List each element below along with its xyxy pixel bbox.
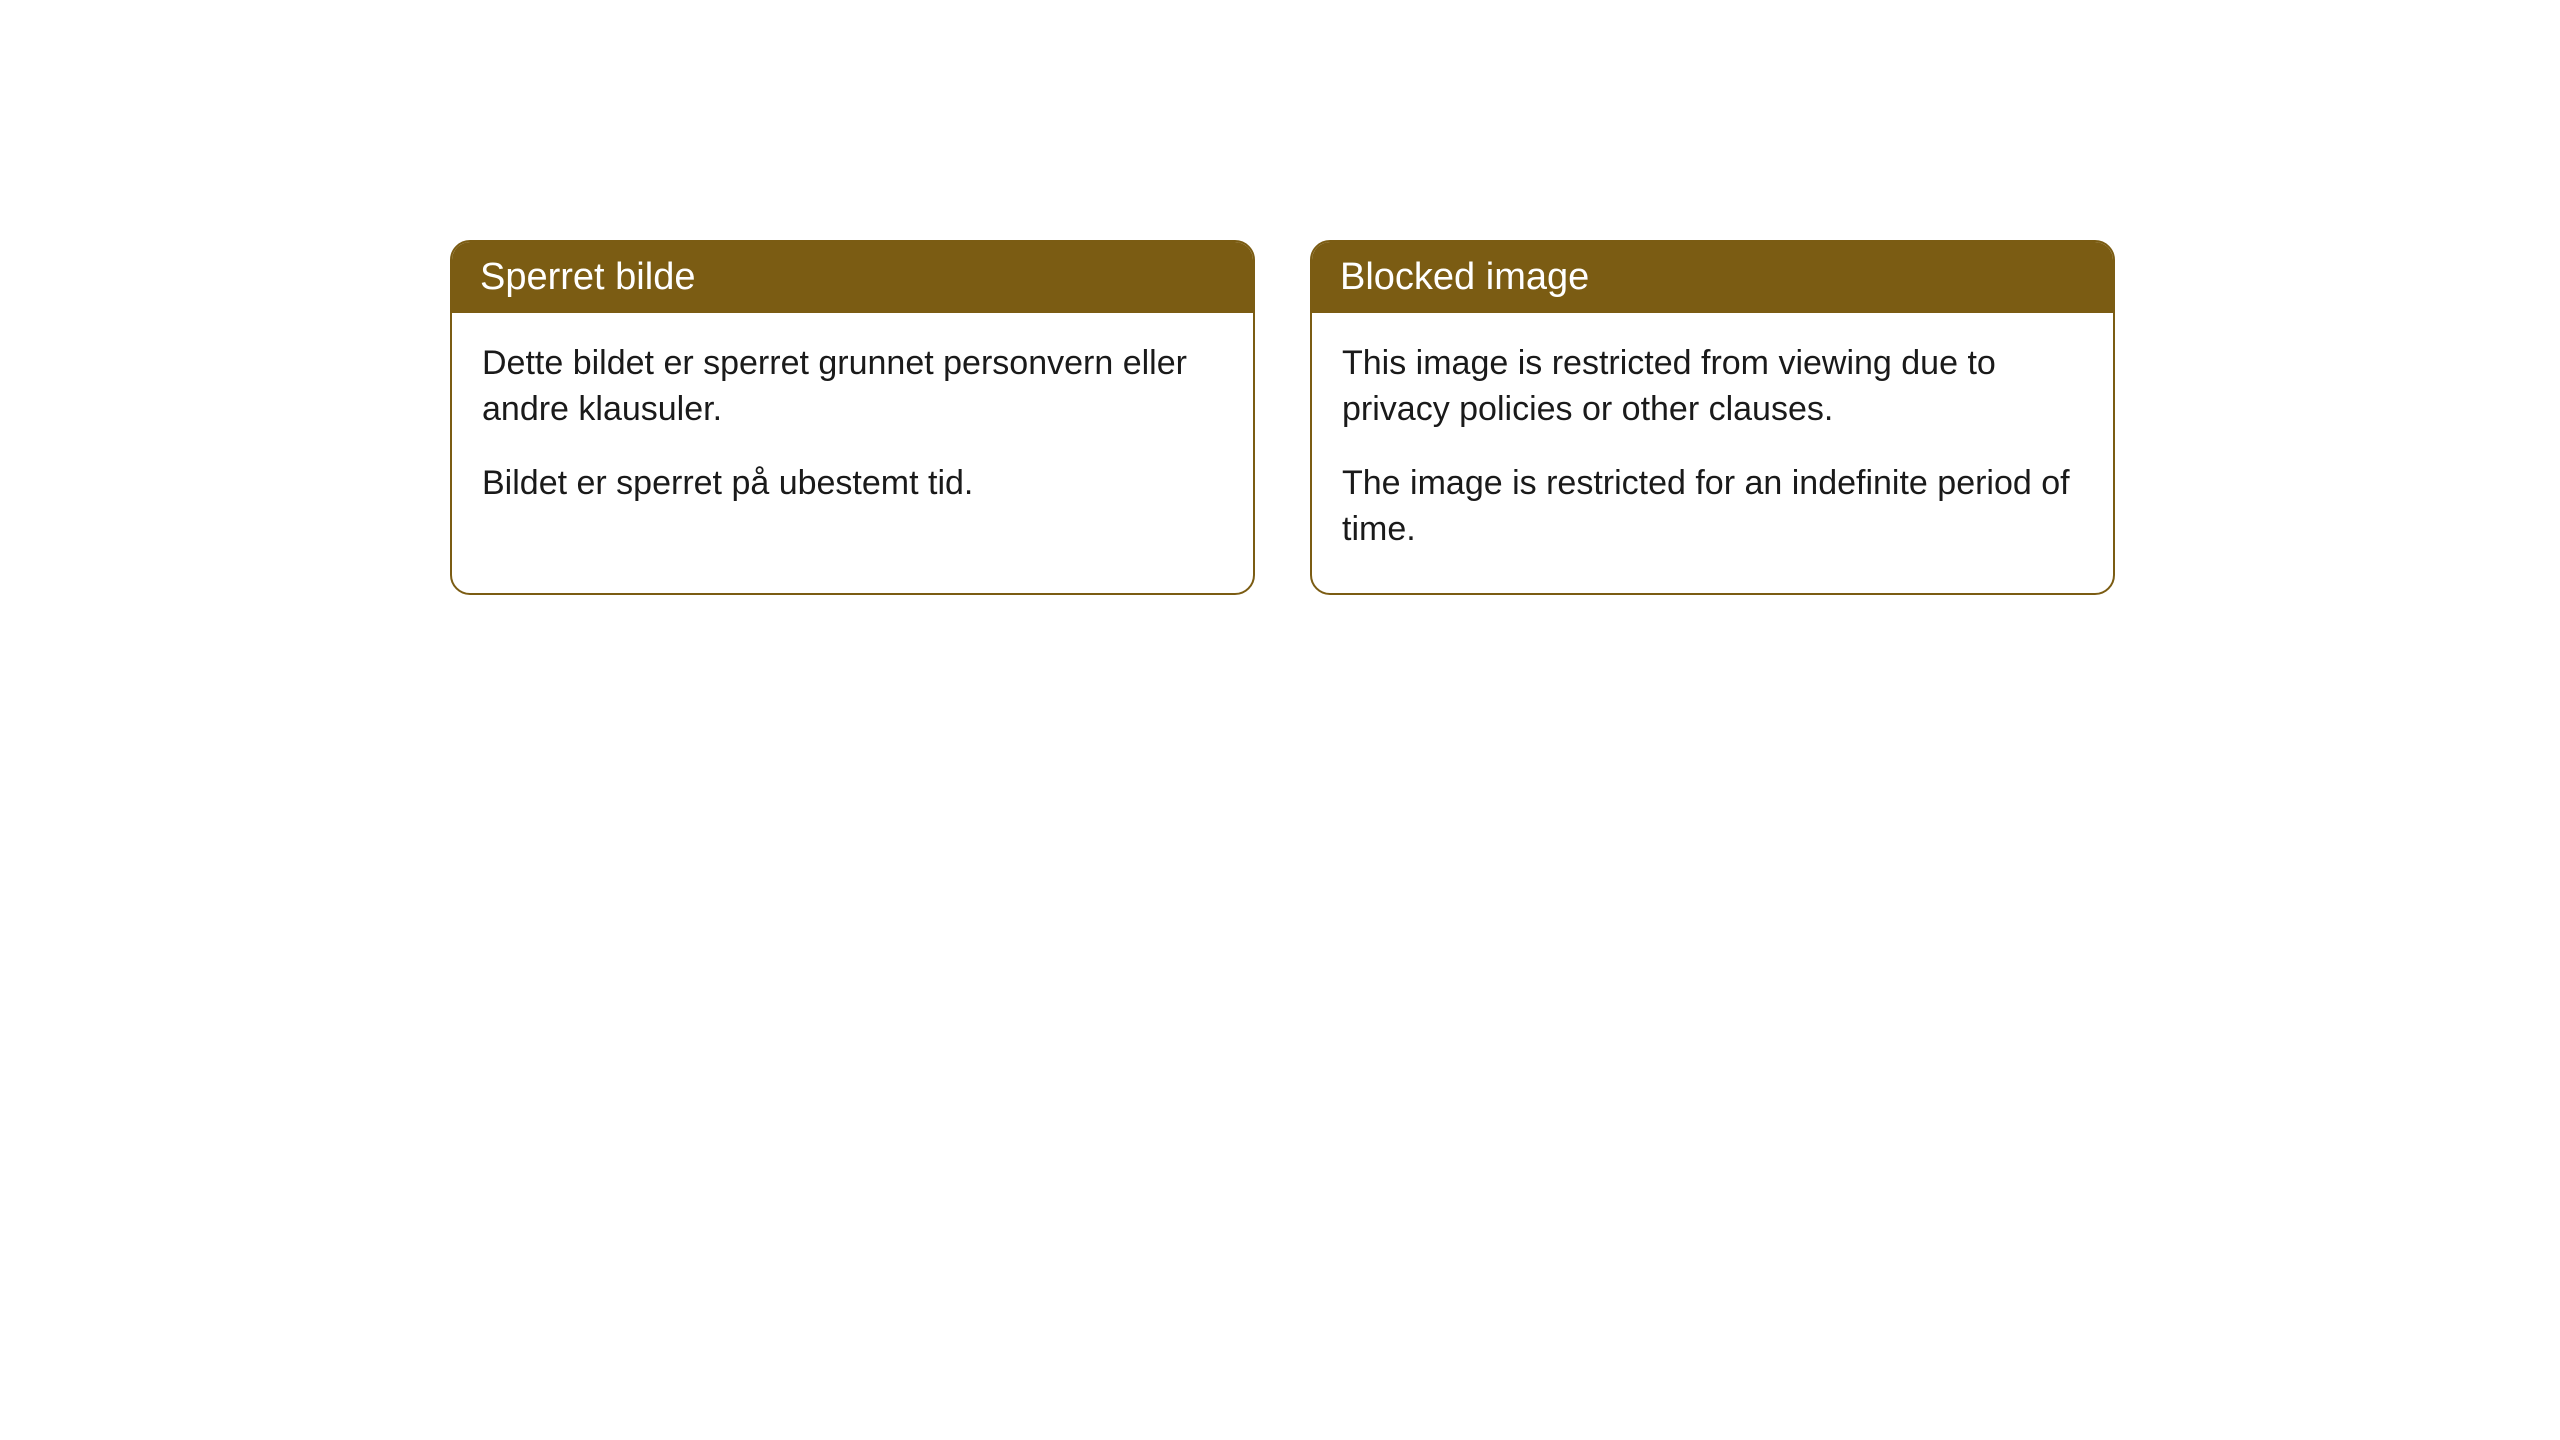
card-body: This image is restricted from viewing du… <box>1312 313 2113 593</box>
card-header: Blocked image <box>1312 242 2113 313</box>
card-text-line-1: Dette bildet er sperret grunnet personve… <box>482 341 1223 433</box>
card-text-line-2: The image is restricted for an indefinit… <box>1342 461 2083 553</box>
card-header: Sperret bilde <box>452 242 1253 313</box>
card-text-line-1: This image is restricted from viewing du… <box>1342 341 2083 433</box>
card-text-line-2: Bildet er sperret på ubestemt tid. <box>482 461 1223 507</box>
notice-cards-container: Sperret bilde Dette bildet er sperret gr… <box>450 240 2115 595</box>
card-body: Dette bildet er sperret grunnet personve… <box>452 313 1253 547</box>
notice-card-english: Blocked image This image is restricted f… <box>1310 240 2115 595</box>
notice-card-norwegian: Sperret bilde Dette bildet er sperret gr… <box>450 240 1255 595</box>
